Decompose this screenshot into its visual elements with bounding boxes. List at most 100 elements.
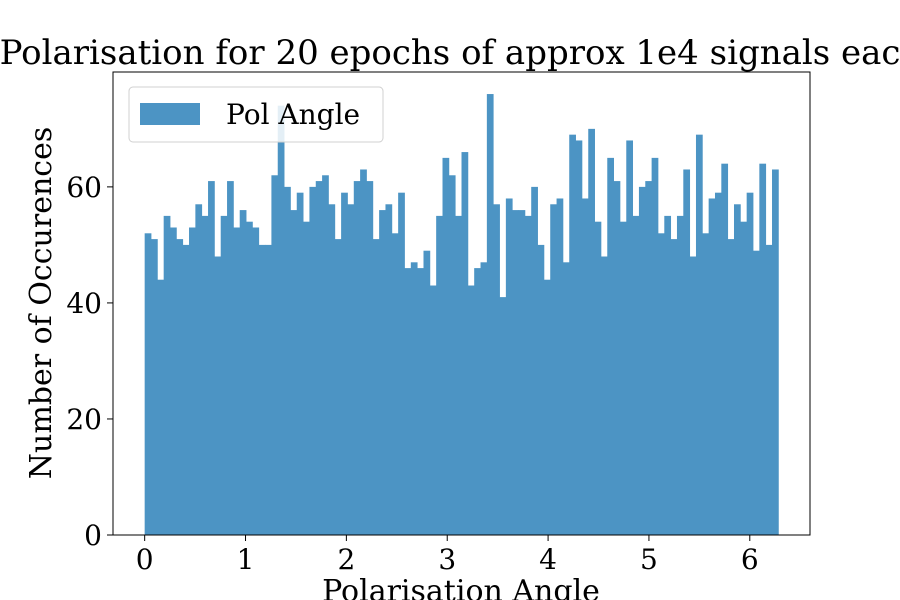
histogram-bar (315, 181, 323, 535)
histogram-bar (233, 227, 241, 536)
histogram-bar (543, 279, 551, 535)
histogram-bar (702, 233, 710, 535)
histogram-bar (638, 186, 646, 535)
histogram-bar (341, 192, 348, 535)
histogram-bar (366, 181, 374, 535)
histogram-bar (410, 262, 418, 535)
histogram-bar (512, 210, 519, 536)
x-axis-label: Polarisation Angle (322, 574, 600, 600)
histogram-bar (753, 250, 760, 535)
histogram-bar (657, 233, 665, 535)
histogram-bar (588, 128, 595, 535)
histogram-bar (328, 204, 336, 536)
histogram-bar (600, 256, 608, 535)
y-axis-label: Number of Occurences (24, 127, 59, 479)
histogram-bar (467, 285, 475, 535)
histogram-bar (436, 215, 443, 536)
histogram-bar (670, 239, 678, 535)
histogram-bar (195, 204, 203, 536)
y-tick-label: 20 (66, 403, 102, 436)
histogram-bar (493, 204, 500, 536)
histogram-bar (683, 169, 691, 535)
histogram-bar (423, 250, 431, 535)
x-axis-ticks: 0 1 2 3 4 5 6 (136, 535, 759, 576)
histogram-bar (201, 215, 209, 536)
y-tick-label: 0 (84, 519, 102, 552)
chart-title: Polarisation for 20 epochs of approx 1e4… (0, 33, 900, 73)
histogram-bar (379, 210, 386, 536)
histogram-bars (144, 94, 779, 536)
histogram-bar (429, 285, 437, 535)
histogram-bar (486, 94, 494, 536)
y-tick-label: 60 (66, 171, 102, 204)
histogram-bar (531, 186, 538, 535)
histogram-bar (537, 244, 545, 535)
y-axis-ticks: 0 20 40 60 (66, 171, 113, 552)
histogram-bar (277, 105, 285, 536)
histogram-bar (581, 198, 589, 535)
histogram-bar (322, 175, 329, 535)
histogram-bar (284, 186, 291, 535)
x-tick-label: 1 (237, 543, 255, 576)
histogram-bar (170, 227, 177, 536)
histogram-bar (309, 186, 317, 535)
histogram-bar (727, 239, 735, 535)
histogram-bar (562, 262, 570, 535)
histogram-bar (695, 134, 703, 535)
histogram-bar (442, 157, 450, 535)
legend-swatch (140, 103, 200, 125)
histogram-bar (239, 210, 247, 536)
histogram-bar (258, 244, 266, 535)
histogram-bar (594, 221, 602, 536)
histogram-bar (391, 233, 399, 535)
histogram-bar (626, 140, 634, 535)
histogram-bar (290, 210, 298, 536)
histogram-bar (632, 215, 640, 536)
histogram-bar (645, 181, 653, 535)
histogram-bar (518, 210, 526, 536)
histogram-bar (461, 152, 469, 535)
histogram-bar (265, 244, 272, 535)
histogram-bar (499, 297, 507, 535)
histogram-bar (157, 279, 165, 535)
histogram-bar (556, 198, 564, 535)
histogram-bar (385, 204, 393, 536)
histogram-bar (417, 268, 424, 535)
histogram-bar (613, 181, 621, 535)
histogram-bar (151, 239, 158, 535)
histogram-bar (252, 227, 260, 536)
histogram-bar (334, 239, 342, 535)
histogram-bar (664, 215, 672, 536)
x-tick-label: 4 (539, 543, 557, 576)
x-tick-label: 5 (640, 543, 658, 576)
histogram-bar (746, 192, 754, 535)
legend-label: Pol Angle (226, 98, 360, 131)
histogram-bar (550, 204, 557, 536)
histogram-bar (480, 262, 488, 535)
x-tick-label: 6 (741, 543, 759, 576)
x-tick-label: 2 (337, 543, 355, 576)
histogram-bar (182, 244, 190, 535)
histogram-bar (505, 198, 513, 535)
x-tick-label: 3 (438, 543, 456, 576)
histogram-bar (189, 227, 196, 536)
histogram-bar (398, 192, 405, 535)
histogram-bar (765, 244, 773, 535)
histogram-bar (404, 268, 412, 535)
histogram-bar (163, 215, 171, 536)
histogram-bar (714, 192, 722, 535)
histogram-bar (372, 239, 380, 535)
histogram-bar (455, 215, 462, 536)
histogram-bar (575, 140, 583, 535)
histogram-bar (296, 192, 304, 535)
histogram-bar (740, 221, 748, 536)
axes-frame (112, 71, 811, 536)
x-tick-label: 0 (136, 543, 154, 576)
histogram-bar (347, 204, 355, 536)
histogram-bar (227, 181, 234, 535)
legend-box (128, 86, 384, 143)
histogram-bar (569, 134, 576, 535)
histogram-bar (271, 175, 279, 535)
histogram-bar (619, 221, 627, 536)
